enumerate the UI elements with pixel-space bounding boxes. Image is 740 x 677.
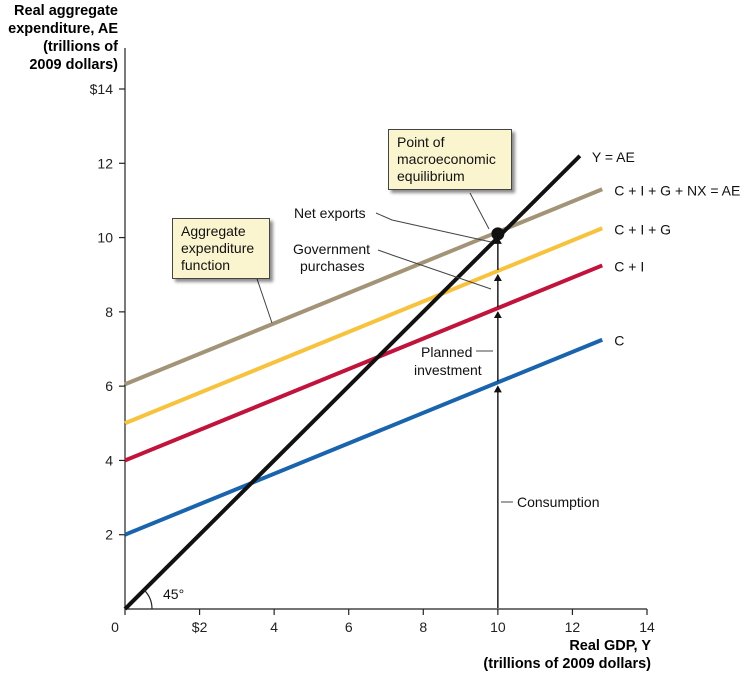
callout-line-3: equilibrium [397,168,465,184]
investment-label-2: investment [414,362,482,378]
x-tick-label: 4 [270,619,278,635]
callout-line-2: expenditure [181,240,255,256]
series-line-c-i [124,263,604,463]
equilibrium-leader [469,192,490,230]
y-title-line-3: (trillions of [43,39,118,55]
series-line-c [124,337,604,537]
callout-line-1: Point of [397,134,445,150]
y-tick-label: 8 [105,304,113,320]
government-label-2: purchases [300,258,365,274]
series-label-c: C [614,333,624,349]
x-tick-label: 6 [345,619,353,635]
series-line-c-i-g [124,226,604,426]
x-axis-title: Real GDP, Y (trillions of 2009 dollars) [411,637,651,673]
y-tick-label: 12 [97,155,113,171]
investment-label-1: Planned [421,344,472,360]
series-label-y-ae: Y = AE [592,149,635,165]
angle-label: 45° [163,586,184,602]
consumption-label: Consumption [517,494,600,510]
callout-line-3: function [181,257,231,273]
series-label-c-i-g: C + I + G [614,221,671,237]
y-title-line-1: Real aggregate [14,3,118,19]
y-axis-title: Real aggregate expenditure, AE (trillion… [0,2,118,74]
x-tick-label: 10 [490,619,506,635]
x-tick-label: 0 [111,619,119,635]
y-tick-label: $14 [90,81,114,97]
x-tick-label: $2 [192,619,208,635]
series-line-c-i-g-nx-ae [124,187,604,387]
angle-arc [143,589,153,610]
government-label-1: Government [293,241,370,257]
y-tick-label: 4 [105,452,113,468]
callout-line-2: macroeconomic [397,151,496,167]
series-label-c-i-g-nx-ae: C + I + G + NX = AE [614,182,740,198]
y-tick-label: 6 [105,378,113,394]
government-leader [377,249,492,290]
series-label-c-i: C + I [614,258,644,274]
series-line-y-ae [123,154,582,611]
y-title-line-4: 2009 dollars) [29,57,118,73]
x-tick-label: 14 [639,619,655,635]
y-title-line-2: expenditure, AE [8,21,118,37]
x-tick-label: 12 [565,619,581,635]
x-title-line-1: Real GDP, Y [569,638,651,654]
net-exports-label: Net exports [294,205,366,221]
x-tick-label: 8 [419,619,427,635]
x-title-line-2: (trillions of 2009 dollars) [483,656,651,672]
callout-line-1: Aggregate [181,223,246,239]
y-tick-label: 2 [105,527,113,543]
aggregate-expenditure-function-callout: Aggregate expenditure function [172,218,270,279]
net-exports-leader [375,212,492,243]
equilibrium-callout: Point of macroeconomic equilibrium [388,129,512,190]
y-tick-label: 10 [97,230,113,246]
